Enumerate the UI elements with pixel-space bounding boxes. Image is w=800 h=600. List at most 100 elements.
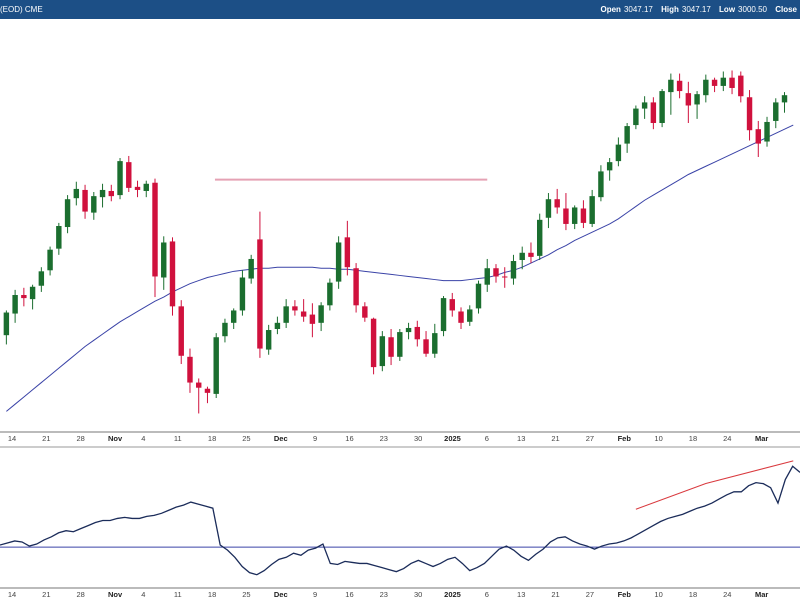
candle-body [12,295,18,314]
date-axis-bottom: 14 21 28 Nov 4 11 18 25 Dec 9 16 23 30 2025 6 13 21 27 Feb… [8,590,769,599]
candle-body [327,282,333,306]
low-value: 3000.50 [738,5,767,14]
date-tick-label: 6 [485,434,489,443]
candle-body [563,208,569,224]
candle-body [764,121,770,142]
candle-body [73,188,80,199]
candle-body [685,93,692,106]
candle-body [370,318,377,368]
candle-body [615,144,622,162]
date-tick-label: Feb [618,434,632,443]
date-tick-label: 24 [723,434,731,443]
candle-body [423,339,429,354]
candle-body [536,219,543,256]
candle-body [711,79,718,86]
date-tick-label: 14 [8,434,16,443]
date-tick-label: 6 [485,590,489,599]
date-tick-label: Nov [108,434,123,443]
candle-body [56,226,62,249]
date-tick-label: 9 [313,434,317,443]
date-tick-label: 16 [345,434,353,443]
candle-body [458,311,464,323]
candle-body [694,94,700,105]
candle-body [248,258,254,279]
candle-body [746,97,753,131]
date-tick-label: 27 [586,434,594,443]
date-tick-label: 23 [380,434,388,443]
candle-body [554,199,560,208]
candle-body [152,182,158,277]
date-tick-label: 13 [517,434,525,443]
candle-body [641,102,648,109]
date-tick-label: 11 [174,434,182,443]
candle-body [318,305,324,323]
candle-body [196,382,202,388]
candle-body [292,306,298,311]
candle-body [300,311,307,317]
candle-body [99,189,106,198]
candle-body [467,309,473,322]
date-tick-label: 2025 [444,590,461,599]
date-tick-label: 4 [141,590,145,599]
ohlc-readout: Open 3047.17 High 3047.17 Low 3000.50 Close [595,0,800,19]
candle-body [449,299,455,311]
indicator-panel [0,446,800,589]
candle-body [475,283,482,309]
candle-body [738,75,744,97]
candle-body [335,242,342,282]
candle-body [545,199,552,218]
candle-body [755,129,761,144]
date-tick-label: 25 [242,590,250,599]
open-value: 3047.17 [623,5,653,14]
candle-body [108,190,114,197]
candle-body [169,241,176,307]
candle-body [362,306,368,318]
candle-body [528,252,534,257]
date-tick-label: 4 [141,434,145,443]
candle-body [405,327,412,333]
long-moving-average-line [635,460,794,510]
candle-body [283,306,289,323]
candle-body [187,356,193,383]
candle-body [720,77,727,86]
high-label: High [661,5,679,14]
candle-body [213,337,219,394]
short-moving-average-line [6,124,794,412]
symbol-label: (EOD) CME [0,5,43,14]
candle-body [309,314,316,324]
candle-body [773,102,779,121]
date-tick-label: 27 [586,590,594,599]
candle-body [624,126,630,144]
date-tick-label: 28 [77,590,85,599]
date-tick-label: 24 [723,590,731,599]
open-label: Open [600,5,621,14]
candle-body [484,268,490,285]
candle-body [571,207,578,224]
candle-body [432,333,438,354]
date-tick-label: 13 [517,590,525,599]
candle-body [344,237,351,268]
candle-body [676,80,683,92]
candle-body [29,286,36,300]
date-tick-label: 23 [380,590,388,599]
indicator-line [0,465,800,576]
candle-body [729,77,735,88]
candle-body [134,186,141,190]
date-tick-label: 21 [551,434,559,443]
date-tick-label: Dec [274,590,288,599]
date-tick-label: 10 [654,590,662,599]
candle-body [414,326,421,340]
candle-body [3,312,10,336]
date-tick-label: 10 [654,434,662,443]
date-tick-label: 21 [551,590,559,599]
date-tick-label: 18 [208,590,216,599]
candle-body [353,268,359,306]
candle-body [222,322,228,337]
candle-body [143,183,149,191]
date-tick-label: 21 [42,434,50,443]
candle-body [781,95,788,103]
candle-body [493,268,499,277]
candle-body [230,310,237,323]
candle-body [274,322,281,329]
